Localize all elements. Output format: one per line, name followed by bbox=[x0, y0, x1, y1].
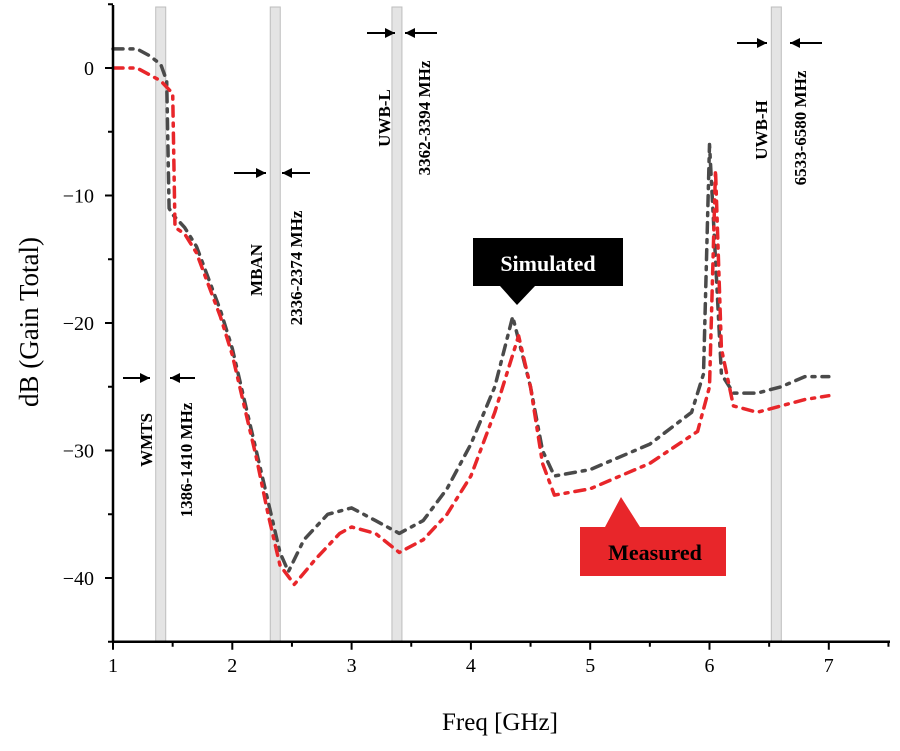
frequency-bands bbox=[155, 6, 782, 643]
series-lines bbox=[111, 47, 831, 587]
y-tick-label: 0 bbox=[84, 58, 94, 80]
uwb-h-arrow-left-icon bbox=[790, 38, 822, 48]
x-tick-label: 6 bbox=[705, 655, 715, 677]
arrow-head bbox=[170, 373, 180, 383]
uwb-l-range-label: 3362-3394 MHz bbox=[415, 60, 434, 175]
mban-arrow-right-icon bbox=[234, 168, 266, 178]
uwb-l-band-label: UWB-L bbox=[375, 89, 394, 147]
mban-arrow-left-icon bbox=[282, 168, 310, 178]
arrow-head bbox=[385, 28, 395, 38]
arrow-head bbox=[405, 28, 415, 38]
uwb-l-arrow-left-icon bbox=[405, 28, 437, 38]
arrow-head bbox=[282, 168, 292, 178]
uwb-h-arrow-right-icon bbox=[737, 38, 767, 48]
x-tick-label: 5 bbox=[585, 655, 595, 677]
x-tick-label: 4 bbox=[466, 655, 476, 677]
simulated-callout-label: Simulated bbox=[500, 251, 595, 276]
band-uwb-h bbox=[770, 6, 782, 643]
uwb-h-range-label: 6533-6580 MHz bbox=[791, 70, 810, 185]
wmts-range-label: 1386-1410 MHz bbox=[177, 402, 196, 517]
x-axis-title: Freq [GHz] bbox=[442, 709, 558, 736]
series-measured-line bbox=[111, 66, 831, 587]
arrow-head bbox=[790, 38, 800, 48]
y-tick-label: −40 bbox=[63, 568, 94, 590]
x-tick-label: 7 bbox=[824, 655, 834, 677]
arrow-head bbox=[256, 168, 266, 178]
x-tick-label: 1 bbox=[108, 655, 118, 677]
wmts-arrow-right-icon bbox=[123, 373, 150, 383]
wmts-band-label: WMTS bbox=[137, 413, 156, 467]
wmts-arrow-left-icon bbox=[170, 373, 195, 383]
y-tick-label: −20 bbox=[63, 313, 94, 335]
x-tick-label: 2 bbox=[227, 655, 237, 677]
y-axis-title: dB (Gain Total) bbox=[14, 237, 44, 407]
mban-band-label: MBAN bbox=[247, 243, 266, 296]
simulated-callout: Simulated bbox=[473, 238, 623, 305]
uwb-l-arrow-right-icon bbox=[367, 28, 395, 38]
band-wmts bbox=[155, 6, 167, 643]
measured-callout-label: Measured bbox=[608, 540, 702, 565]
y-tick-label: −30 bbox=[63, 441, 94, 463]
arrow-head bbox=[140, 373, 150, 383]
x-tick-label: 3 bbox=[347, 655, 357, 677]
measured-callout: Measured bbox=[580, 497, 726, 576]
axes: 1 2 3 4 5 6 7 0 −10 −20 −30 −40 bbox=[63, 3, 890, 677]
mban-range-label: 2336-2374 MHz bbox=[287, 210, 306, 325]
y-tick-label: −10 bbox=[63, 186, 94, 208]
arrow-head bbox=[757, 38, 767, 48]
band-annotations: WMTS 1386-1410 MHz MBAN 2336-2374 MHz UWB-L 3… bbox=[123, 28, 822, 517]
series-simulated-line bbox=[111, 47, 831, 574]
uwb-h-band-label: UWB-H bbox=[752, 100, 771, 160]
